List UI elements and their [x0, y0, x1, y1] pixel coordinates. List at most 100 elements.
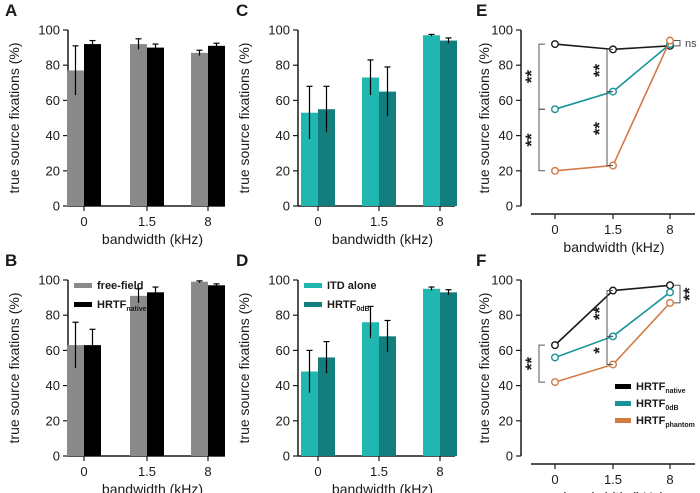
- legend-subscript: phantom: [665, 422, 695, 429]
- y-tick-label: 100: [491, 273, 513, 288]
- y-tick-label: 80: [46, 308, 60, 323]
- bar: [423, 35, 440, 206]
- bar: [318, 357, 335, 456]
- legend-text: ITD alone: [327, 280, 377, 292]
- y-tick-label: 20: [499, 413, 513, 428]
- x-tick-label: 0: [314, 214, 321, 229]
- significance-bracket: [606, 335, 613, 365]
- x-tick-label: 1.5: [370, 464, 388, 479]
- panel-f: F 0 20 40 60 80 100 true source fixations (%) 0 1…: [476, 251, 699, 493]
- legend-text: HRTF: [97, 299, 127, 311]
- bar: [130, 44, 147, 206]
- data-point: [666, 288, 675, 297]
- legend-swatch: [615, 384, 631, 389]
- data-point: [666, 36, 675, 45]
- y-tick-label: 60: [276, 93, 290, 108]
- y-tick-label: 0: [283, 449, 290, 464]
- significance-bracket: [674, 40, 681, 47]
- legend-text: free-field: [97, 280, 143, 292]
- bar: [301, 112, 318, 206]
- y-tick-label: 20: [276, 413, 290, 428]
- bar: [191, 281, 208, 456]
- x-axis-label: bandwidth (kHz): [102, 231, 203, 247]
- x-tick-label: 1.5: [370, 214, 388, 229]
- y-tick-label: 40: [276, 128, 290, 143]
- y-tick-label: 60: [499, 343, 513, 358]
- y-tick-label: 80: [499, 58, 513, 73]
- series-line: [554, 291, 671, 359]
- y-tick-label: 40: [499, 378, 513, 393]
- bar: [318, 109, 335, 206]
- panel-letter: C: [236, 1, 248, 20]
- y-tick-label: 20: [276, 163, 290, 178]
- y-axis-label: true source fixations (%): [236, 293, 252, 444]
- x-axis-label: bandwidth (kHz): [563, 239, 664, 255]
- bar: [440, 40, 457, 207]
- bar: [67, 345, 84, 456]
- x-tick-label: 0: [80, 214, 87, 229]
- legend-swatch: [74, 302, 92, 307]
- legend-text: HRTF: [327, 299, 357, 311]
- legend-subscript: native: [126, 306, 146, 313]
- panel-letter: F: [476, 251, 486, 270]
- bar: [440, 292, 457, 456]
- legend-label: HRTFnative: [97, 299, 147, 313]
- y-tick-label: 0: [506, 449, 513, 464]
- y-axis-label: true source fixations (%): [236, 43, 252, 194]
- bar: [130, 295, 147, 456]
- y-axis-label: true source fixations (%): [476, 293, 492, 444]
- panel-letter: B: [5, 251, 17, 270]
- series-line: [554, 40, 671, 172]
- significance-label: **: [522, 357, 541, 371]
- x-tick-label: 1.5: [138, 214, 156, 229]
- x-tick-label: 0: [80, 464, 87, 479]
- x-tick-label: 1.5: [604, 222, 622, 237]
- data-point: [551, 341, 560, 350]
- significance-label: **: [590, 306, 609, 320]
- x-tick-label: 1.5: [604, 472, 622, 487]
- legend: free-field HRTFnative: [74, 280, 147, 313]
- x-tick-label: 0: [551, 222, 558, 237]
- y-tick-label: 0: [53, 199, 60, 214]
- legend-subscript: native: [665, 388, 685, 395]
- legend-text: HRTF: [636, 398, 666, 410]
- y-tick-label: 60: [46, 343, 60, 358]
- y-tick-label: 20: [46, 163, 60, 178]
- data-point: [666, 281, 675, 290]
- y-axis-label: true source fixations (%): [6, 293, 22, 444]
- y-tick-label: 100: [38, 273, 60, 288]
- x-axis-label: bandwidth (kHz): [332, 481, 433, 493]
- y-tick-label: 60: [46, 93, 60, 108]
- bar: [208, 285, 225, 456]
- y-tick-label: 60: [499, 93, 513, 108]
- panel-letter: D: [236, 251, 248, 270]
- legend-label: HRTF0dB: [327, 299, 370, 313]
- y-tick-label: 40: [499, 128, 513, 143]
- significance-label: **: [680, 287, 699, 301]
- y-tick-label: 40: [276, 378, 290, 393]
- legend: ITD alone HRTF0dB: [304, 280, 377, 313]
- bar: [191, 52, 208, 206]
- y-tick-label: 60: [276, 343, 290, 358]
- bar: [362, 322, 379, 456]
- significance-label: **: [522, 70, 541, 84]
- significance-bracket: [538, 344, 545, 383]
- x-tick-label: 0: [551, 472, 558, 487]
- bar: [362, 77, 379, 207]
- y-tick-label: 80: [276, 308, 290, 323]
- panel-letter: A: [5, 1, 17, 20]
- y-tick-label: 0: [506, 199, 513, 214]
- legend-text: HRTF: [636, 415, 666, 427]
- legend-swatch: [615, 418, 631, 423]
- bar: [379, 91, 396, 206]
- bar: [84, 345, 101, 456]
- x-axis-label: bandwidth (kHz): [102, 481, 203, 493]
- y-tick-label: 20: [46, 413, 60, 428]
- legend-label: free-field: [97, 280, 143, 292]
- y-tick-label: 80: [499, 308, 513, 323]
- data-point: [551, 105, 560, 114]
- y-tick-label: 20: [499, 163, 513, 178]
- y-axis-label: true source fixations (%): [476, 43, 492, 194]
- x-tick-label: 8: [666, 472, 673, 487]
